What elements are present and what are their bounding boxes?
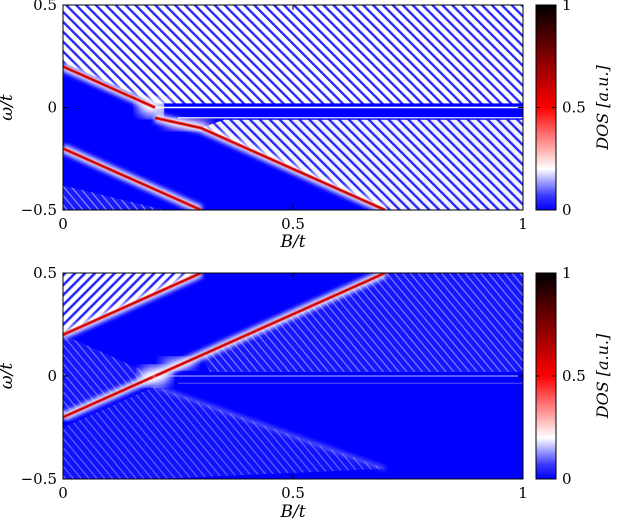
heatmap-area xyxy=(63,273,523,479)
y-axis-label: ω/t xyxy=(0,363,17,390)
upper-edge-branch xyxy=(63,62,157,112)
continuum-upper-right xyxy=(201,273,523,372)
colorbar-tick-label: 0.5 xyxy=(562,367,586,385)
x-tick-label: 0.5 xyxy=(281,215,305,233)
colorbar-tick-label: 0.5 xyxy=(562,99,586,117)
left-wedge xyxy=(63,334,155,418)
colorbar-tick-label: 0 xyxy=(562,201,572,219)
rising-branch xyxy=(63,371,157,422)
continuum-corner xyxy=(63,185,165,210)
continuum-upper xyxy=(63,5,523,105)
colorbar-label: DOS [a.u.] xyxy=(593,65,612,151)
colorbar-tick-label: 1 xyxy=(562,264,572,282)
main-diagonal-branch xyxy=(154,113,387,210)
colorbar: 1 0.5 0 DOS [a.u.] xyxy=(535,264,612,488)
gap-band xyxy=(164,103,523,118)
y-tick-label: 0.5 xyxy=(33,0,57,14)
y-axis-label: ω/t xyxy=(0,94,17,121)
heatmap-area xyxy=(63,5,523,210)
y-tick-label: 0.5 xyxy=(33,264,57,282)
main-rising-branch xyxy=(153,273,387,381)
x-axis-label: B/t xyxy=(279,502,305,522)
x-tick-label: 0 xyxy=(58,484,68,502)
x-axis-label: B/t xyxy=(279,232,305,252)
x-tick-label: 1 xyxy=(518,484,528,502)
upper-left-branch xyxy=(63,273,203,339)
x-tick-label: 0.5 xyxy=(281,484,305,502)
continuum-lower xyxy=(63,386,385,479)
colorbar-tick-label: 0 xyxy=(562,470,572,488)
colorbar-tick-label: 1 xyxy=(562,0,572,14)
continuum-lower xyxy=(201,119,523,210)
x-tick-label: 0 xyxy=(58,215,68,233)
y-tick-label: −0.5 xyxy=(21,470,57,488)
y-tick-label: 0 xyxy=(47,367,57,385)
colorbar: 1 0.5 0 DOS [a.u.] xyxy=(535,0,612,219)
y-tick-label: −0.5 xyxy=(21,201,57,219)
colorbar-label: DOS [a.u.] xyxy=(593,333,612,419)
x-tick-label: 1 xyxy=(518,215,528,233)
faint-descending-branch xyxy=(154,385,386,470)
lower-left-branch xyxy=(63,144,203,210)
y-tick-label: 0 xyxy=(47,99,57,117)
